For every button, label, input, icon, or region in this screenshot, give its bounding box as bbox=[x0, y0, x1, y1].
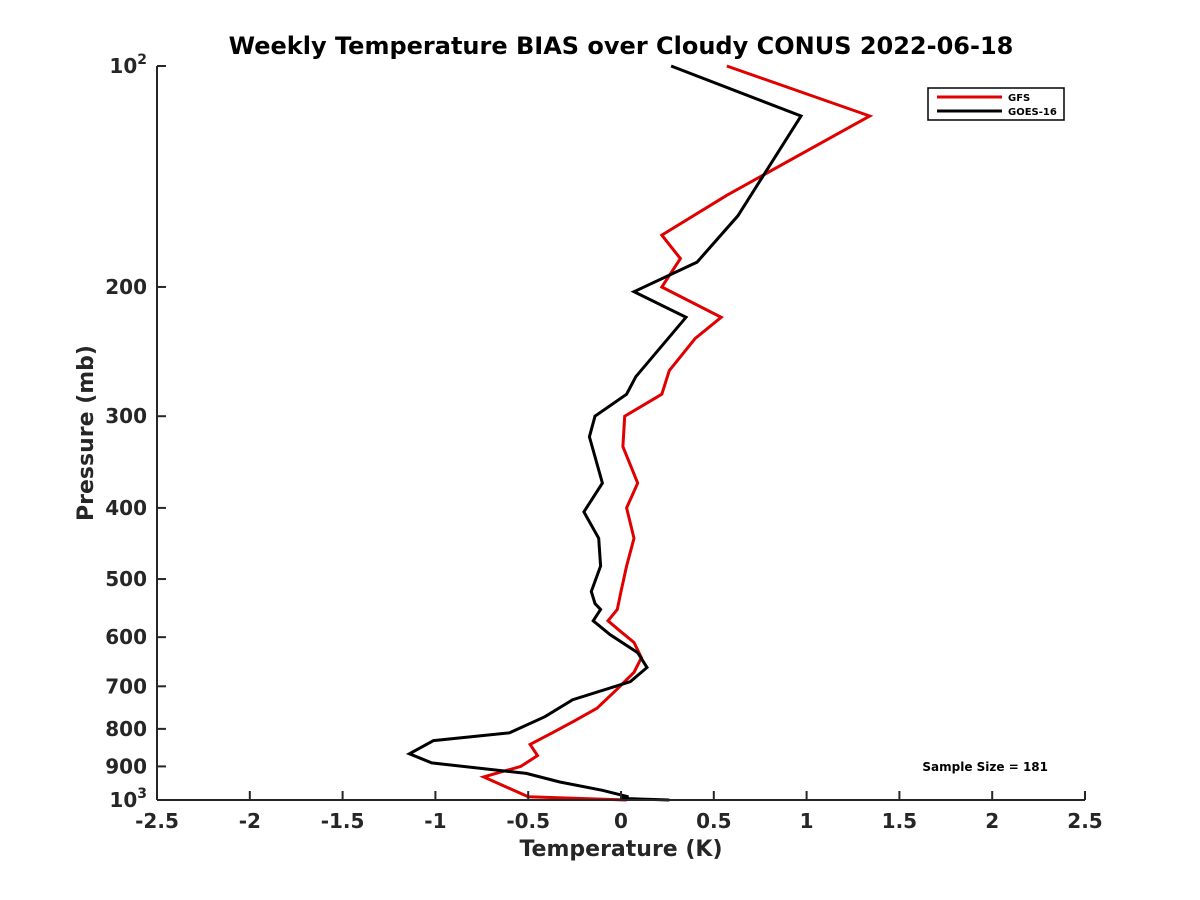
x-tick-label: -1 bbox=[424, 809, 446, 833]
x-tick-label: 0.5 bbox=[696, 809, 731, 833]
y-tick-label: 900 bbox=[105, 754, 147, 778]
chart-title: Weekly Temperature BIAS over Cloudy CONU… bbox=[229, 32, 1014, 60]
x-tick-label: 1 bbox=[800, 809, 814, 833]
y-tick-label: 102 bbox=[109, 52, 147, 78]
x-tick-label: 2.5 bbox=[1067, 809, 1102, 833]
y-tick-label: 600 bbox=[105, 625, 147, 649]
axes-layer: -2.5 -2 -1.5 -1 -0.5 0 0.5 1 1.5 2 2.5 102 200 300 400… bbox=[105, 52, 1102, 833]
x-tick-label: -0.5 bbox=[506, 809, 550, 833]
y-tick-label: 800 bbox=[105, 717, 147, 741]
x-tick-label: 0 bbox=[614, 809, 628, 833]
x-axis-label: Temperature (K) bbox=[519, 837, 722, 862]
y-tick-label: 300 bbox=[105, 404, 147, 428]
y-axis-label: Pressure (mb) bbox=[74, 345, 99, 521]
x-tick-label: -1.5 bbox=[321, 809, 365, 833]
x-tick-label: -2 bbox=[239, 809, 261, 833]
series-line-gfs bbox=[479, 64, 874, 802]
legend-label-gfs: GFS bbox=[1008, 93, 1030, 104]
legend-label-goes-16: GOES-16 bbox=[1008, 107, 1057, 118]
y-tick-label: 700 bbox=[105, 674, 147, 698]
series-layer bbox=[405, 64, 874, 802]
x-tick-label: 1.5 bbox=[882, 809, 917, 833]
x-tick-label: 2 bbox=[985, 809, 999, 833]
y-tick-label: 400 bbox=[105, 496, 147, 520]
legend-box bbox=[927, 87, 1065, 121]
y-tick-label: 103 bbox=[109, 786, 147, 812]
y-tick-label: 200 bbox=[105, 275, 147, 299]
legend: GFS GOES-16 bbox=[927, 87, 1065, 121]
series-line-goes-16 bbox=[405, 64, 804, 802]
sample-size-annotation: Sample Size = 181 bbox=[922, 760, 1048, 774]
y-tick-label: 500 bbox=[105, 567, 147, 591]
x-tick-label: -2.5 bbox=[135, 809, 179, 833]
